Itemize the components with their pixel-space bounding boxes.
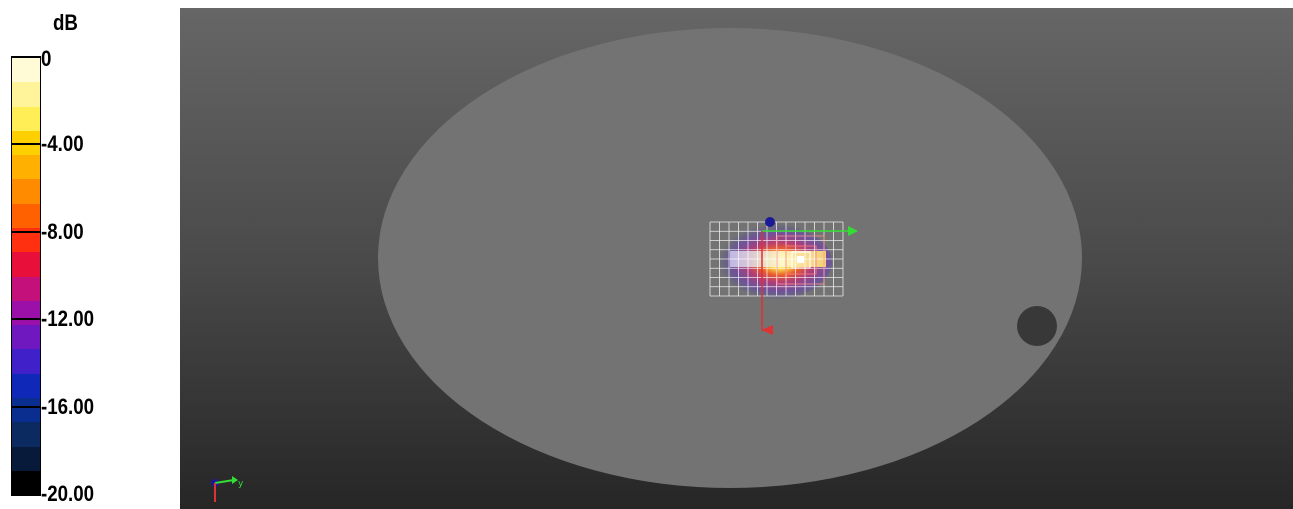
colorbar-tick [11,493,41,495]
colorbar-swatch [12,106,40,131]
colorbar-gradient [11,57,41,496]
colorbar-legend: dB 0 -4.00 -8.00 -12.00 -16.00 -20.00 [0,0,180,509]
phantom-marker-dot [1017,306,1057,346]
colorbar-swatch [12,130,40,156]
colorbar-swatch [12,252,40,277]
colorbar-swatch [12,446,40,471]
3d-viewport[interactable]: y [180,8,1293,509]
orientation-triad: y [211,476,244,502]
colorbar-swatch [12,470,40,496]
triad-axis-label: y [238,479,244,489]
colorbar-swatch [12,373,40,398]
colorbar-tick [11,56,41,58]
scene-axes [761,217,858,335]
colorbar-swatch [12,325,40,350]
colorbar-tick [11,318,41,321]
colorbar-swatch [12,397,40,423]
colorbar-tick [11,405,41,408]
colorbar-swatch [12,203,40,228]
colorbar-swatch [12,300,40,326]
colorbar-swatch [12,179,40,204]
peak-point [797,256,804,263]
colorbar-tick-label: -8.00 [41,218,84,244]
triad-x-icon [214,479,235,484]
legend-unit-label: dB [53,10,78,35]
colorbar-tick-label: -16.00 [41,393,95,419]
colorbar-tick-label: 0 [41,46,52,71]
scene-canvas: y [211,28,1082,502]
triad-x-arrowhead [232,476,238,484]
colorbar-swatch [12,276,40,301]
peak-box [791,251,811,269]
colorbar-swatch [12,155,40,180]
sar-scan-overlay [708,221,844,300]
colorbar-tick [11,143,41,146]
colorbar-swatch [12,82,40,107]
zoom-scan-inner-box [785,245,817,275]
colorbar-tick-label: -20.00 [41,481,95,506]
colorbar-tick-label: -4.00 [41,131,84,157]
colorbar-swatch [12,349,40,374]
zoom-scan-box [776,235,825,285]
colorbar-tick-label: -12.00 [41,306,95,332]
colorbar-swatch [12,422,40,447]
colorbar-tick [11,230,41,233]
z-axis-icon [765,217,775,227]
colorbar-swatch [12,58,40,83]
